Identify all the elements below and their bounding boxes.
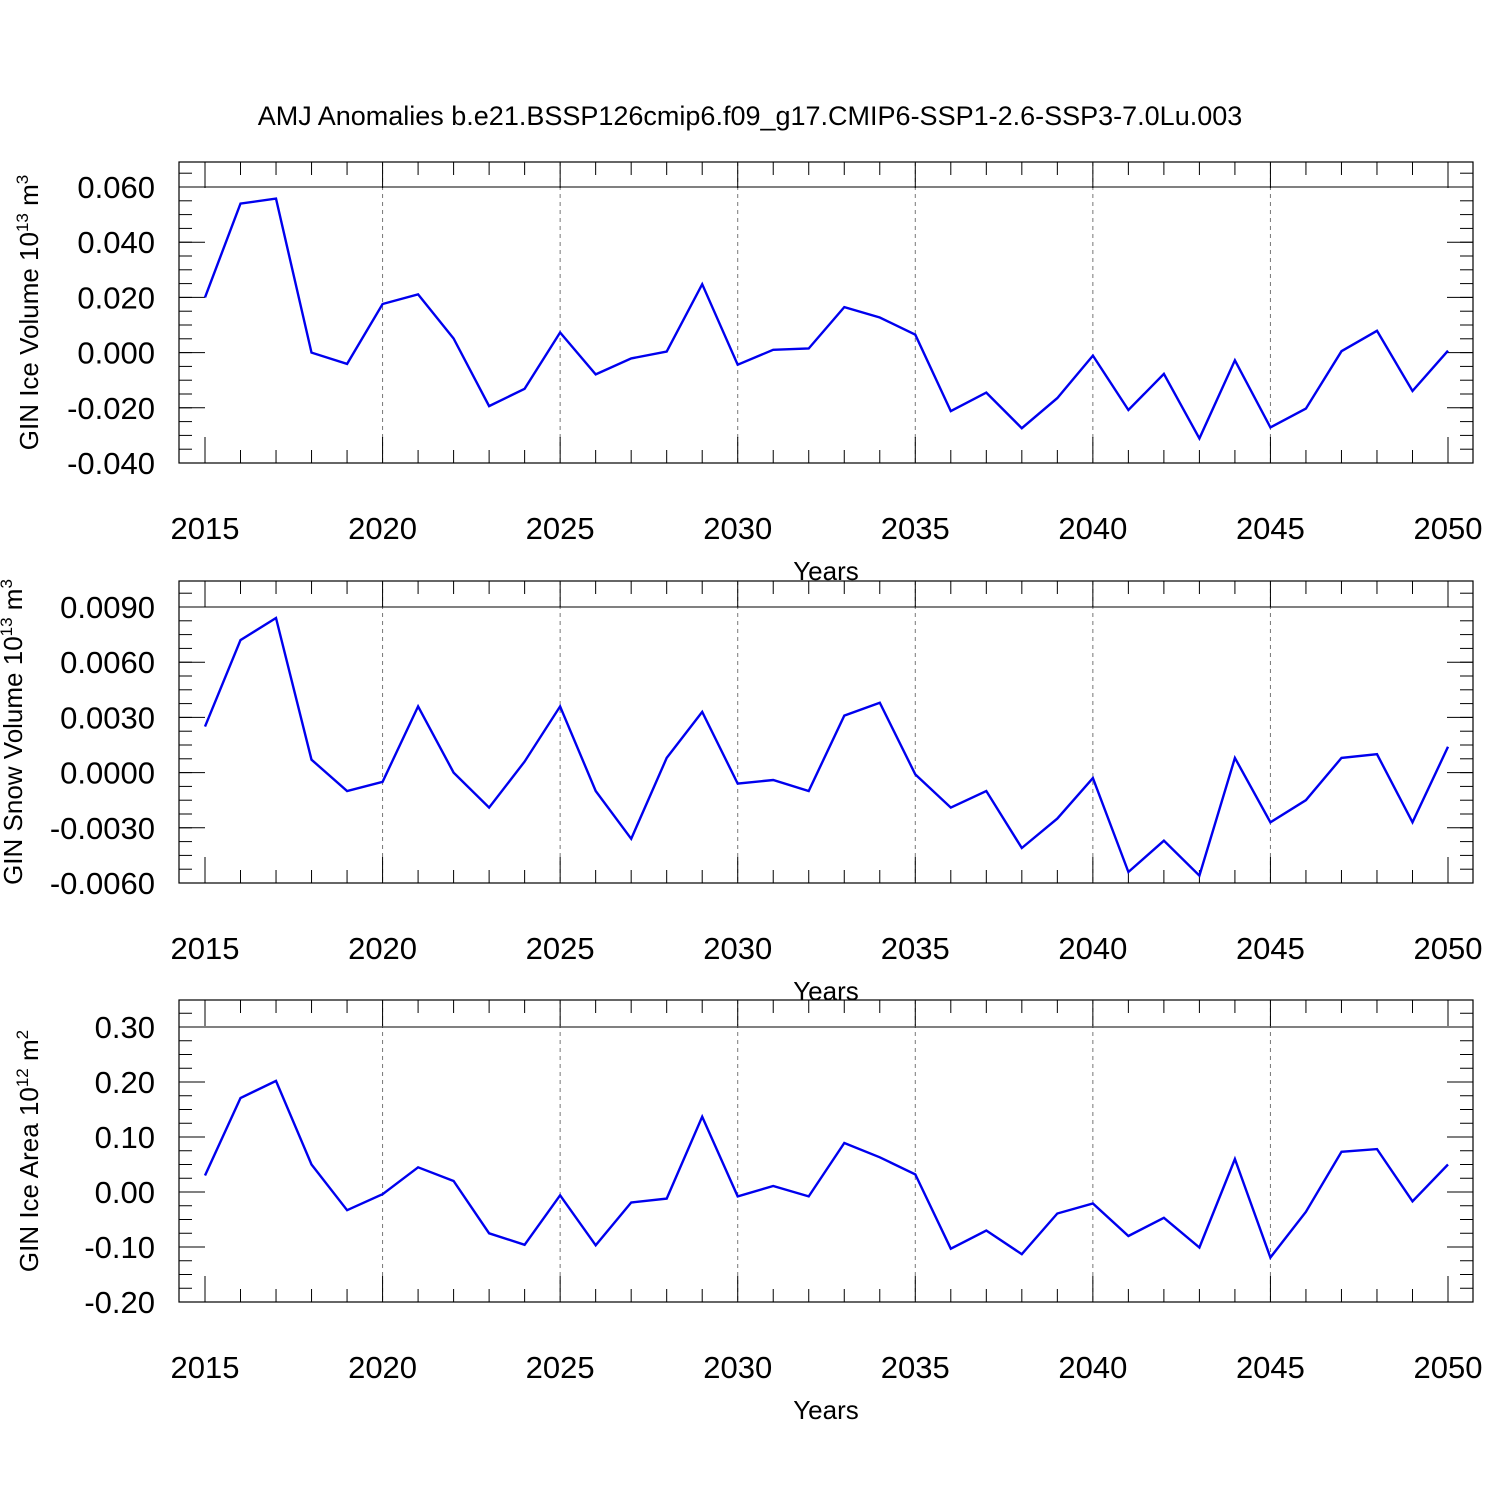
x-tick-label: 2020	[348, 931, 417, 966]
plot-frame	[178, 580, 1474, 884]
y-tick-label: -0.040	[67, 446, 155, 481]
x-tick-label: 2045	[1236, 931, 1305, 966]
y-tick-label: -0.0030	[50, 811, 155, 846]
y-tick-label: 0.10	[95, 1120, 155, 1155]
y-tick-label: 0.060	[77, 170, 155, 205]
x-tick-label: 2035	[881, 511, 950, 546]
y-tick-label: 0.020	[77, 280, 155, 315]
x-tick-label: 2035	[881, 1350, 950, 1385]
x-tick-label: 2030	[703, 511, 772, 546]
y-tick-label: -0.020	[67, 391, 155, 426]
plot-frame	[178, 999, 1474, 1303]
x-tick-label: 2040	[1058, 511, 1127, 546]
y-tick-label: 0.0090	[60, 590, 155, 625]
y-axis-title: GIN Snow Volume 1013 m3	[0, 579, 28, 885]
plot-frame	[178, 161, 1474, 464]
x-tick-label: 2050	[1414, 511, 1483, 546]
x-tick-label: 2030	[703, 931, 772, 966]
series-line	[203, 197, 1449, 442]
panel-2: 0.0090 0.0060 0.0030 0.0000 -0.0030 -0.0060 20…	[0, 579, 1482, 1006]
y-tick-label: 0.20	[95, 1065, 155, 1100]
y-tick-label: -0.0060	[50, 866, 155, 901]
series-line	[203, 616, 1450, 878]
x-tick-label: 2020	[348, 511, 417, 546]
x-tick-label: 2040	[1058, 1350, 1127, 1385]
chart-title: AMJ Anomalies b.e21.BSSP126cmip6.f09_g17…	[258, 101, 1243, 131]
x-tick-label: 2045	[1236, 511, 1305, 546]
x-tick-label: 2025	[526, 511, 595, 546]
y-tick-label: 0.000	[77, 336, 155, 371]
x-axis-title: Years	[793, 976, 859, 1006]
y-tick-label: 0.30	[95, 1010, 155, 1045]
y-tick-label: 0.0060	[60, 645, 155, 680]
panel-1: 0.060 0.040 0.020 0.000 -0.020 -0.040 2015 2020…	[13, 161, 1483, 586]
x-tick-label: 2015	[171, 1350, 240, 1385]
panel-3: 0.30 0.20 0.10 0.00 -0.10 -0.20 2015 2020 2025 20…	[13, 999, 1483, 1425]
y-axis-title: GIN Ice Volume 1013 m3	[13, 175, 44, 451]
y-tick-label: -0.10	[84, 1230, 155, 1265]
y-tick-label: 0.040	[77, 225, 155, 260]
y-tick-label: 0.0000	[60, 756, 155, 791]
x-axis-title: Years	[793, 1395, 859, 1425]
x-tick-label: 2040	[1058, 931, 1127, 966]
x-tick-label: 2035	[881, 931, 950, 966]
y-tick-label: 0.0030	[60, 700, 155, 735]
x-tick-label: 2030	[703, 1350, 772, 1385]
series-line	[203, 1079, 1449, 1260]
x-tick-label: 2045	[1236, 1350, 1305, 1385]
x-tick-label: 2050	[1414, 931, 1483, 966]
x-tick-label: 2015	[171, 511, 240, 546]
chart-panels: 0.060 0.040 0.020 0.000 -0.020 -0.040 2015 2020…	[0, 161, 1483, 1425]
x-tick-label: 2020	[348, 1350, 417, 1385]
y-tick-label: 0.00	[95, 1175, 155, 1210]
x-tick-label: 2015	[171, 931, 240, 966]
x-tick-label: 2050	[1414, 1350, 1483, 1385]
y-axis-title: GIN Ice Area 1012 m2	[13, 1030, 44, 1272]
x-tick-label: 2025	[526, 1350, 595, 1385]
y-tick-label: -0.20	[84, 1285, 155, 1320]
x-tick-label: 2025	[526, 931, 595, 966]
